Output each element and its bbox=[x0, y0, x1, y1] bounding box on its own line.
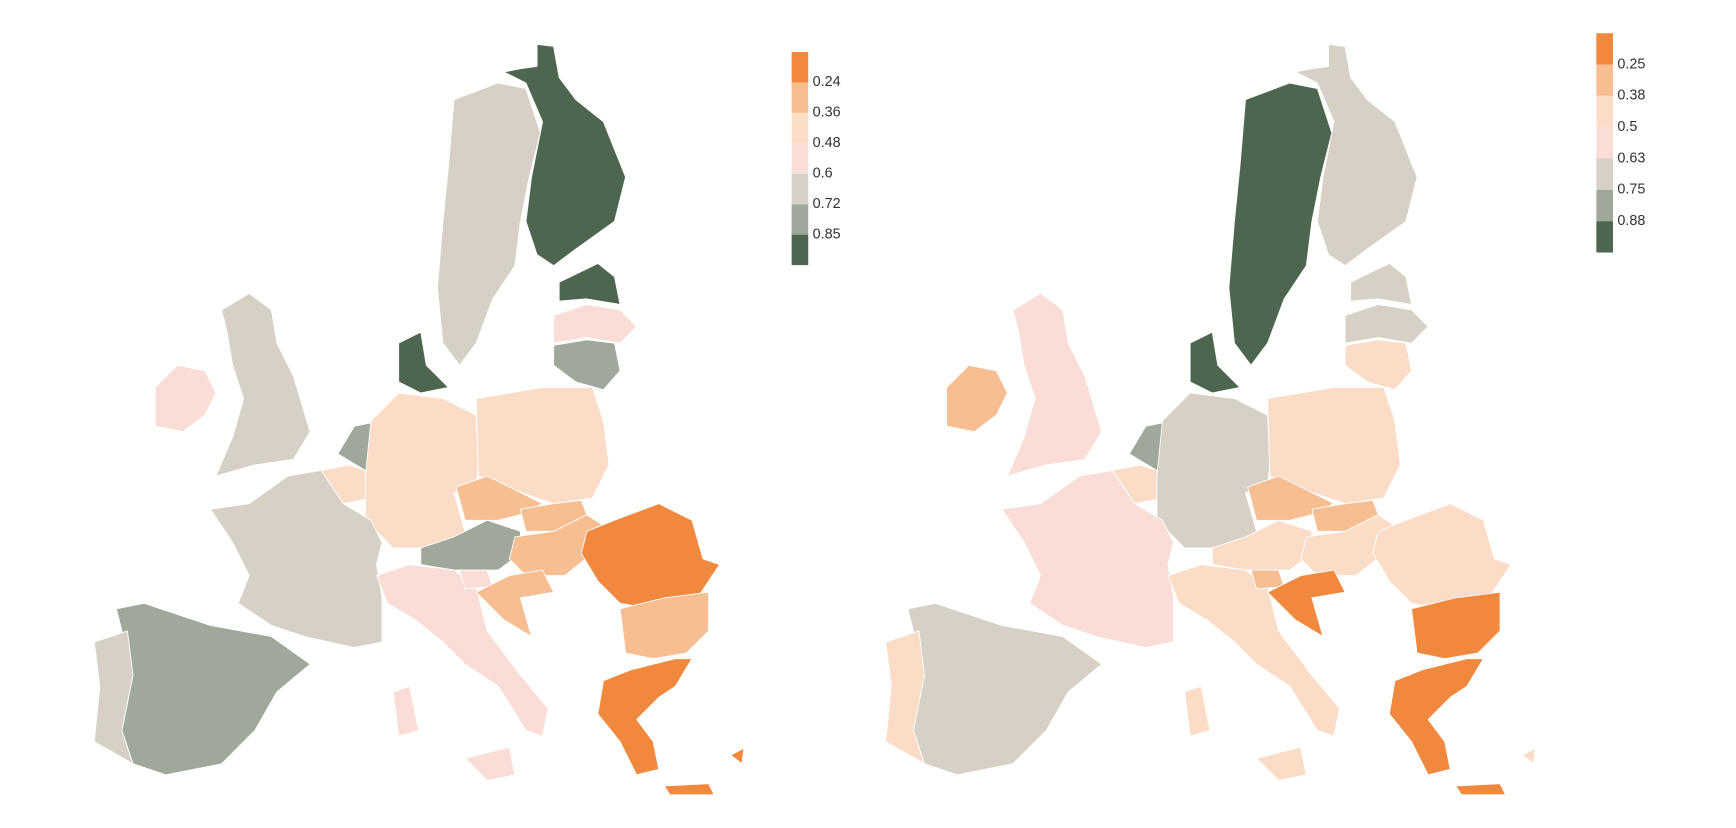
region bbox=[597, 658, 693, 776]
choropleth-map bbox=[885, 43, 1536, 796]
region bbox=[210, 470, 383, 649]
region bbox=[1411, 591, 1501, 660]
region bbox=[580, 503, 721, 610]
legend-swatch bbox=[1596, 64, 1613, 96]
legend-swatch bbox=[1596, 221, 1613, 253]
legend-label: 0.36 bbox=[813, 105, 841, 121]
region bbox=[398, 331, 449, 394]
legend-swatch bbox=[791, 112, 809, 144]
legend-label: 0.75 bbox=[1617, 182, 1645, 198]
region bbox=[154, 364, 217, 433]
legend-label: 0.48 bbox=[813, 135, 841, 151]
region bbox=[1455, 783, 1507, 796]
legend-label: 0.6 bbox=[813, 166, 833, 182]
legend-swatch bbox=[791, 173, 809, 205]
region bbox=[946, 364, 1008, 433]
legend: 0.25 0.38 0.5 0.63 0.75 0.88 bbox=[1596, 33, 1645, 253]
region bbox=[1267, 569, 1346, 637]
legend-swatch bbox=[1596, 189, 1613, 222]
legend-swatch bbox=[791, 52, 809, 83]
region bbox=[1001, 470, 1174, 649]
legend-label: 0.63 bbox=[1617, 150, 1645, 166]
region bbox=[1189, 331, 1241, 394]
region bbox=[93, 630, 134, 765]
region bbox=[503, 43, 627, 267]
region bbox=[1372, 503, 1512, 610]
region bbox=[619, 591, 710, 660]
region bbox=[392, 685, 420, 737]
region bbox=[1156, 392, 1271, 549]
legend-label: 0.5 bbox=[1617, 119, 1637, 135]
region bbox=[436, 82, 541, 366]
legend-swatch bbox=[791, 204, 809, 235]
legend-swatch bbox=[791, 234, 809, 266]
region bbox=[464, 746, 516, 781]
region bbox=[475, 569, 555, 637]
region bbox=[558, 263, 621, 305]
legend: 0.24 0.36 0.48 0.6 0.72 0.85 bbox=[791, 52, 841, 266]
legend-swatch bbox=[1596, 95, 1613, 128]
region bbox=[730, 747, 745, 765]
region bbox=[553, 339, 621, 391]
legend-label: 0.88 bbox=[1617, 213, 1645, 229]
region bbox=[663, 783, 715, 796]
legend-swatch bbox=[1596, 158, 1613, 190]
legend-swatch bbox=[791, 82, 809, 113]
region bbox=[215, 292, 311, 477]
region bbox=[1388, 658, 1484, 776]
region bbox=[1344, 303, 1429, 344]
choropleth-map bbox=[93, 43, 745, 796]
region bbox=[1344, 339, 1412, 391]
legend-label: 0.24 bbox=[813, 74, 841, 90]
legend-swatch bbox=[1596, 33, 1613, 65]
legend-label: 0.38 bbox=[1617, 88, 1645, 104]
region bbox=[1184, 685, 1211, 737]
region bbox=[365, 392, 479, 549]
region bbox=[1350, 263, 1412, 305]
region bbox=[553, 303, 638, 344]
region bbox=[1521, 747, 1536, 765]
region bbox=[1256, 746, 1307, 781]
legend-swatch bbox=[1596, 127, 1613, 159]
region bbox=[1007, 292, 1103, 477]
region bbox=[885, 630, 925, 765]
region bbox=[1228, 82, 1333, 366]
legend-label: 0.72 bbox=[813, 196, 841, 212]
legend-swatch bbox=[791, 143, 809, 174]
legend-label: 0.85 bbox=[813, 226, 841, 242]
region bbox=[1294, 43, 1418, 267]
legend-label: 0.25 bbox=[1617, 56, 1645, 72]
